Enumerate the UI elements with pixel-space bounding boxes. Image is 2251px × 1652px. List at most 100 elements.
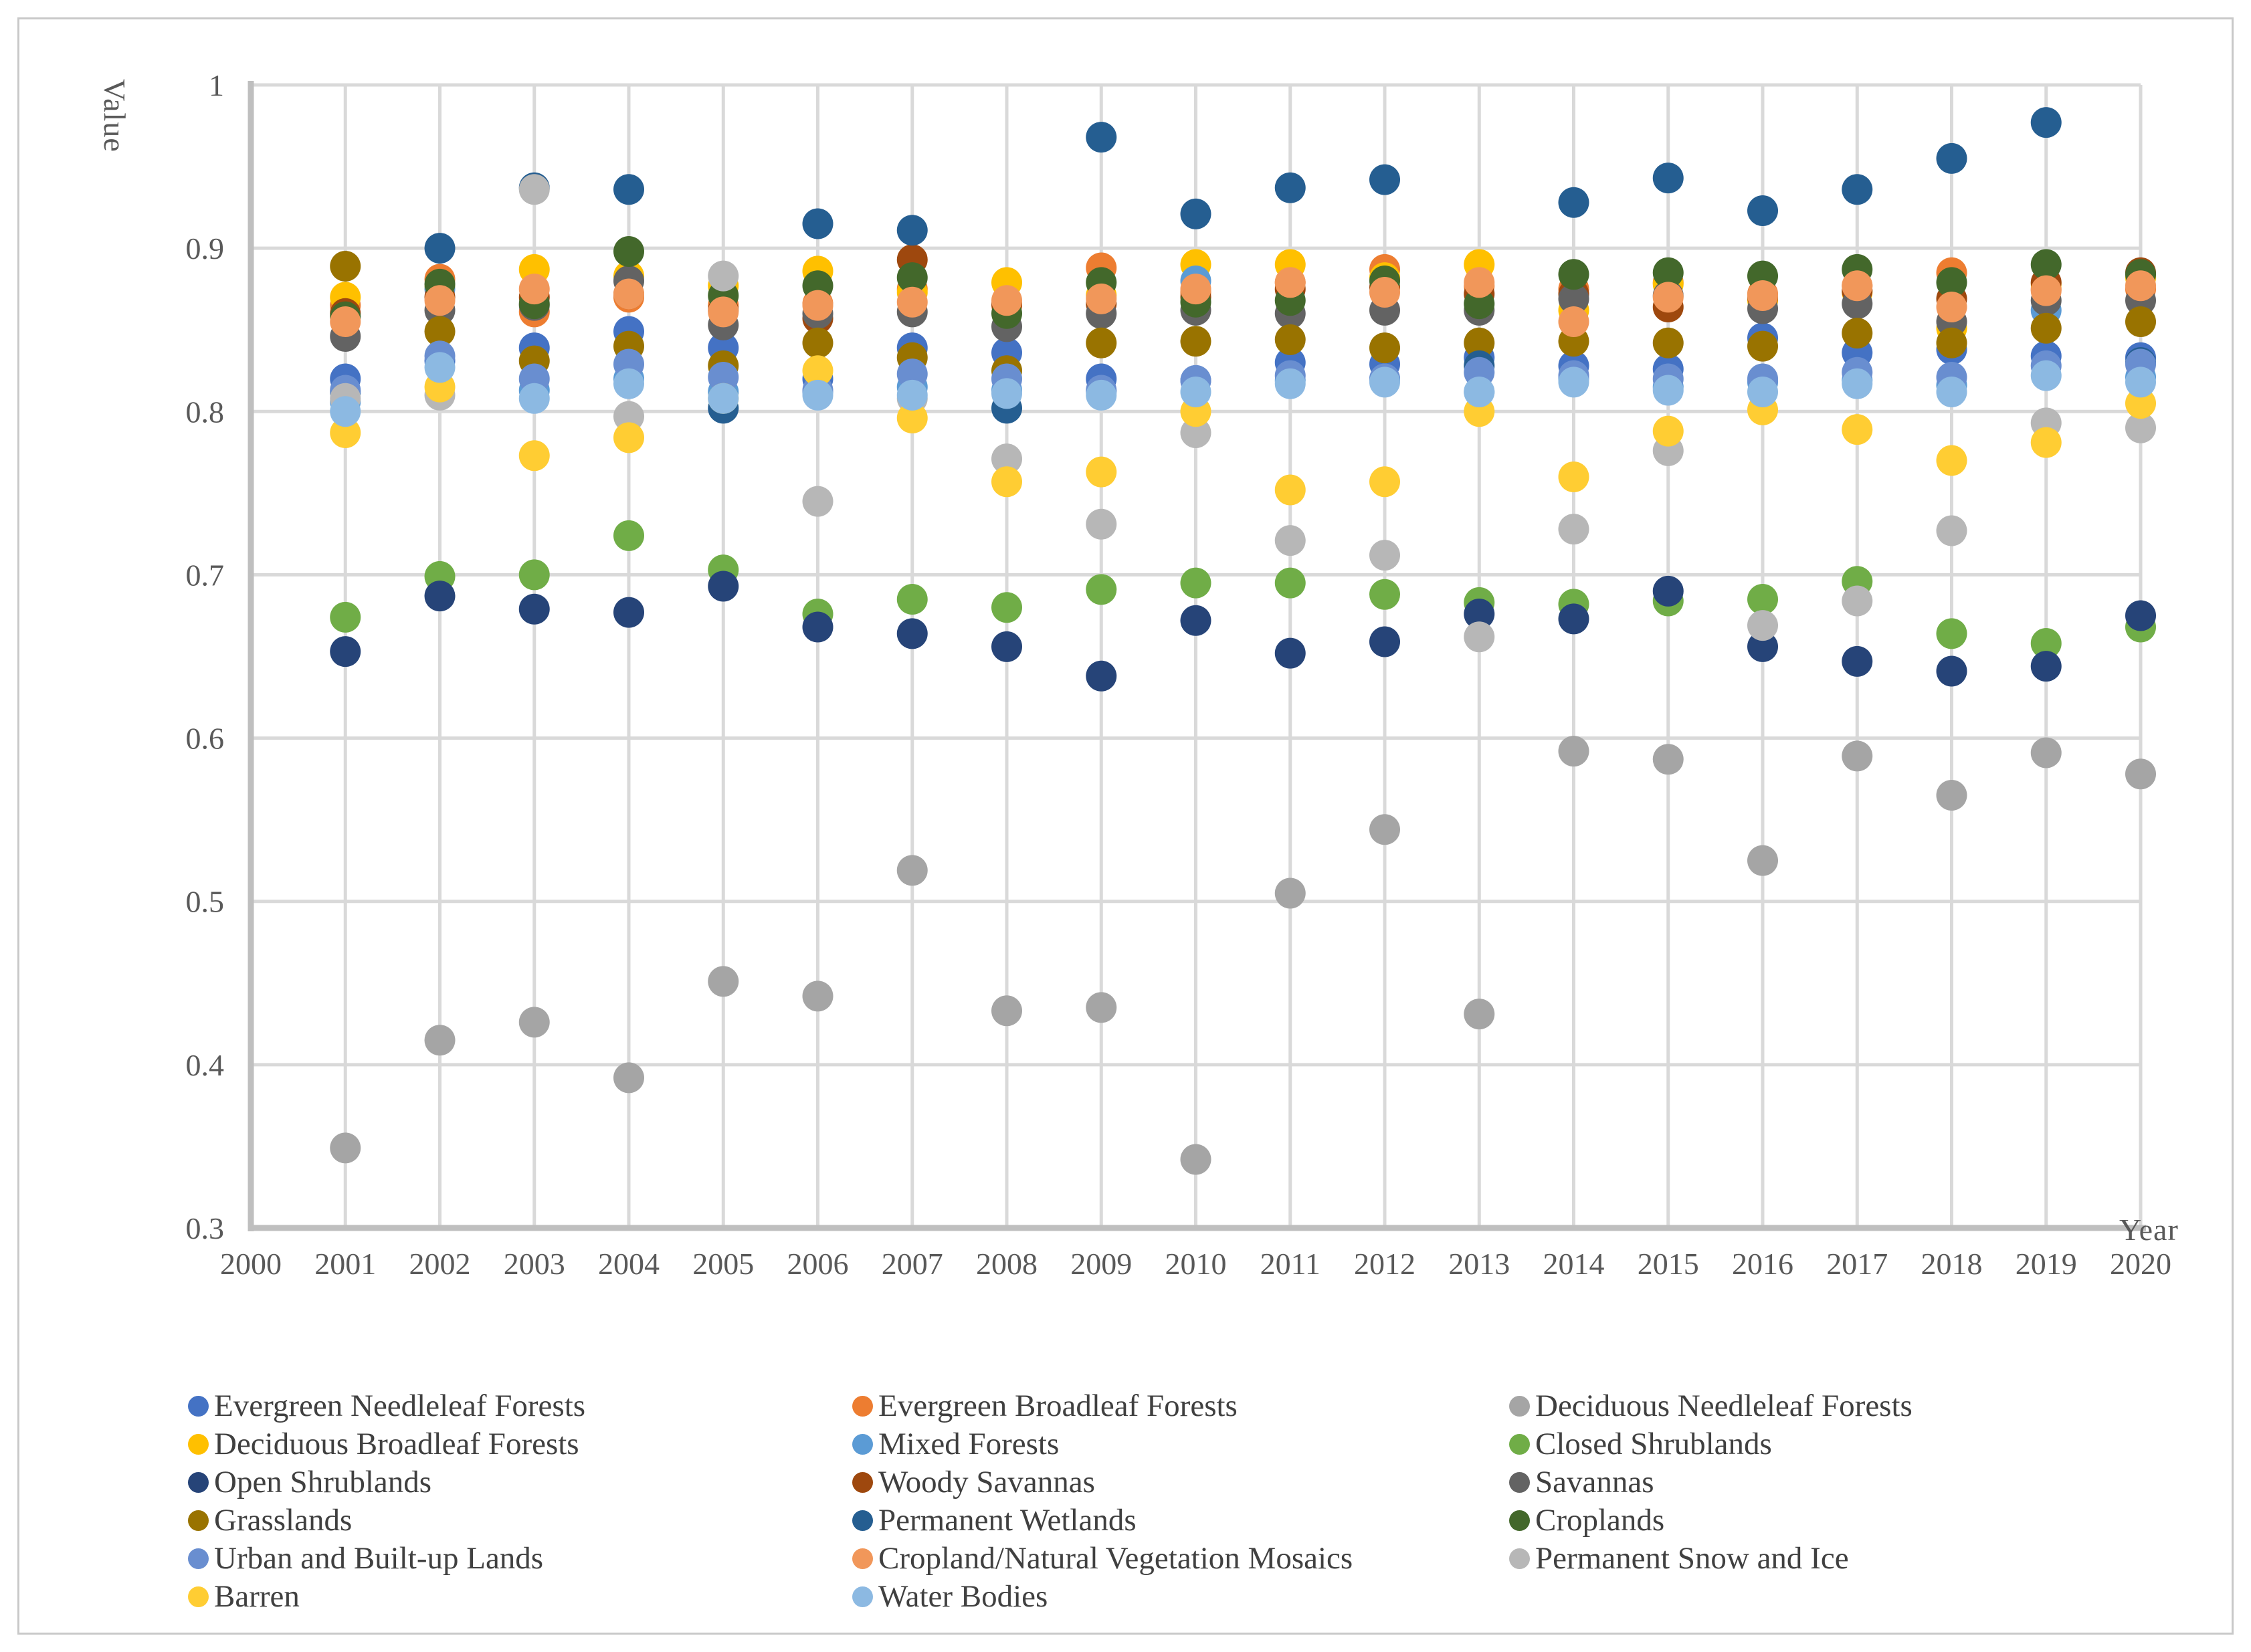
data-point [1842, 740, 1873, 772]
data-point [802, 208, 834, 239]
data-point [1369, 466, 1400, 498]
data-point [2125, 270, 2156, 302]
y-tick-label: 0.7 [186, 558, 225, 592]
legend-marker-icon [1509, 1472, 1530, 1493]
data-point [1936, 655, 1967, 687]
data-point [1274, 474, 1306, 506]
data-point [1842, 270, 1873, 302]
data-point [518, 440, 550, 472]
data-point [1274, 877, 1306, 909]
figure-border [17, 17, 2234, 1635]
data-point [2030, 627, 2062, 659]
y-axis-title: Value [98, 79, 132, 152]
x-tick-label: 2013 [1448, 1247, 1510, 1281]
data-point [802, 327, 834, 358]
data-point [802, 379, 834, 411]
data-point [424, 285, 456, 316]
data-point [1180, 376, 1211, 407]
data-point [1274, 637, 1306, 669]
data-point [708, 571, 739, 602]
x-axis-title: Year [2119, 1213, 2179, 1247]
data-point [1558, 514, 1589, 545]
legend-marker-icon [852, 1548, 873, 1569]
data-point [1936, 292, 1967, 323]
data-point [1464, 288, 1495, 320]
data-point [802, 980, 834, 1012]
legend-item: Water Bodies [852, 1581, 1048, 1613]
data-point [1274, 324, 1306, 355]
legend-label: Deciduous Broadleaf Forests [214, 1427, 579, 1461]
data-point [613, 597, 644, 628]
data-point [1558, 461, 1589, 492]
data-point [613, 401, 644, 432]
legend-marker-icon [1509, 1510, 1530, 1531]
data-point [1747, 845, 1778, 876]
data-point [424, 316, 456, 347]
data-point [1936, 780, 1967, 811]
data-point [802, 355, 834, 387]
data-point [1464, 327, 1495, 358]
legend-label: Barren [214, 1579, 300, 1614]
data-point [613, 174, 644, 205]
data-point [613, 520, 644, 551]
data-point [1274, 368, 1306, 399]
legend-item: Woody Savannas [852, 1467, 1095, 1498]
data-point [1086, 992, 1117, 1023]
x-tick-label: 2000 [220, 1247, 282, 1281]
data-point [896, 618, 928, 649]
x-tick-label: 2019 [2016, 1247, 2077, 1281]
data-point [1369, 814, 1400, 845]
data-point [1747, 631, 1778, 662]
legend-item: Cropland/Natural Vegetation Mosaics [852, 1543, 1353, 1574]
legend-label: Savannas [1535, 1465, 1654, 1500]
y-tick-label: 0.3 [186, 1211, 225, 1245]
x-tick-label: 2018 [1921, 1247, 1983, 1281]
x-tick-label: 2015 [1638, 1247, 1699, 1281]
data-point [1747, 280, 1778, 311]
data-point [1086, 283, 1117, 314]
data-point [330, 306, 361, 338]
legend-label: Croplands [1535, 1503, 1665, 1538]
legend-marker-icon [852, 1396, 873, 1417]
data-point [1558, 283, 1589, 314]
legend-marker-icon [188, 1434, 209, 1455]
data-point [896, 262, 928, 294]
legend-label: Grasslands [214, 1503, 353, 1538]
data-point [708, 966, 739, 997]
data-point [1086, 574, 1117, 605]
data-point [708, 383, 739, 414]
legend-item: Grasslands [188, 1505, 352, 1536]
data-point [1747, 330, 1778, 362]
x-tick-label: 2006 [787, 1247, 849, 1281]
legend-label: Urban and Built-up Lands [214, 1541, 544, 1576]
data-point [1558, 187, 1589, 218]
data-point [1842, 318, 1873, 349]
data-point [518, 593, 550, 625]
data-point [1558, 736, 1589, 767]
data-point [1180, 567, 1211, 599]
data-point [424, 233, 456, 264]
data-point [2030, 737, 2062, 768]
data-point [1086, 660, 1117, 692]
data-point [1464, 599, 1495, 630]
data-point [1369, 277, 1400, 308]
legend-label: Deciduous Needleleaf Forests [1535, 1388, 1913, 1423]
data-point [1369, 164, 1400, 195]
legend-item: Barren [188, 1581, 300, 1613]
x-tick-label: 2020 [2110, 1247, 2171, 1281]
x-tick-label: 2005 [692, 1247, 754, 1281]
legend-marker-icon [1509, 1434, 1530, 1455]
data-point [518, 1007, 550, 1038]
data-point [991, 631, 1022, 662]
data-point [1086, 379, 1117, 411]
data-point [991, 995, 1022, 1027]
data-point [1936, 267, 1967, 298]
data-point [1842, 368, 1873, 399]
data-point [1086, 456, 1117, 488]
data-point [1652, 375, 1684, 406]
data-point [1652, 257, 1684, 288]
data-point [518, 174, 550, 205]
data-point [1086, 508, 1117, 540]
data-point [708, 260, 739, 292]
legend-item: Deciduous Broadleaf Forests [188, 1429, 579, 1460]
